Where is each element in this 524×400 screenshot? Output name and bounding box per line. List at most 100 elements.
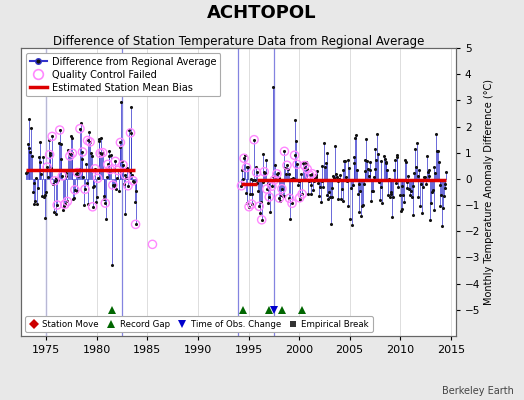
Point xyxy=(79,174,88,180)
Point xyxy=(270,177,279,183)
Point xyxy=(239,176,247,182)
Point xyxy=(242,190,250,196)
Point xyxy=(283,162,291,168)
Point xyxy=(242,164,250,171)
Point xyxy=(280,148,289,154)
Point xyxy=(73,169,82,176)
Point xyxy=(117,99,125,106)
Point xyxy=(302,159,311,165)
Point xyxy=(331,143,339,149)
Point xyxy=(242,164,250,171)
Point xyxy=(350,154,358,160)
Point xyxy=(43,174,52,180)
Point xyxy=(368,188,376,195)
Point xyxy=(361,168,369,174)
Point xyxy=(43,164,51,170)
Point xyxy=(416,203,424,209)
Point xyxy=(358,202,366,209)
Point xyxy=(442,169,451,175)
Point xyxy=(268,183,276,189)
Point xyxy=(335,176,343,182)
Point xyxy=(429,187,437,193)
Point xyxy=(385,176,393,182)
Point xyxy=(80,201,89,208)
Point xyxy=(343,178,351,184)
Point xyxy=(22,170,30,176)
Point xyxy=(330,175,339,182)
Point xyxy=(288,200,296,206)
Point xyxy=(85,128,93,135)
Point xyxy=(71,187,79,193)
Point xyxy=(351,135,359,141)
Point xyxy=(412,164,420,170)
Point xyxy=(394,184,402,190)
Point xyxy=(290,175,298,182)
Point xyxy=(108,182,117,188)
Point xyxy=(24,141,32,148)
Point xyxy=(361,157,369,163)
Point xyxy=(53,202,61,208)
Point xyxy=(91,166,100,172)
Point xyxy=(119,162,127,168)
Point xyxy=(111,158,119,164)
Point xyxy=(68,135,76,142)
Point xyxy=(322,150,331,156)
Point xyxy=(65,151,73,157)
Point xyxy=(115,188,123,194)
Point xyxy=(53,202,61,208)
Point xyxy=(374,151,382,158)
Point xyxy=(264,200,272,206)
Point xyxy=(253,180,261,186)
Point xyxy=(245,204,253,210)
Point xyxy=(294,178,303,184)
Point xyxy=(259,179,268,185)
Point xyxy=(99,150,107,156)
Point xyxy=(332,171,340,177)
Point xyxy=(240,155,248,162)
Point xyxy=(390,167,398,174)
Point xyxy=(64,147,72,153)
Point xyxy=(430,164,439,170)
Point xyxy=(402,179,411,185)
Point xyxy=(37,171,46,177)
Point xyxy=(248,191,257,197)
Point xyxy=(28,153,36,160)
Title: Difference of Station Temperature Data from Regional Average: Difference of Station Temperature Data f… xyxy=(53,35,424,48)
Point xyxy=(309,187,318,194)
Point xyxy=(93,175,102,182)
Point xyxy=(46,150,54,156)
Point xyxy=(279,192,288,199)
Point xyxy=(329,193,337,200)
Point xyxy=(126,130,135,136)
Point xyxy=(99,150,107,156)
Point xyxy=(365,173,373,180)
Point xyxy=(66,153,74,159)
Point xyxy=(337,196,345,202)
Point xyxy=(56,127,64,133)
Point xyxy=(410,170,419,176)
Point xyxy=(61,201,69,208)
Point xyxy=(419,184,427,190)
Point xyxy=(66,153,74,159)
Point xyxy=(308,170,316,177)
Point xyxy=(336,172,344,178)
Point xyxy=(255,203,264,210)
Point xyxy=(78,149,86,155)
Point xyxy=(57,156,66,162)
Point xyxy=(74,173,82,180)
Point xyxy=(386,189,395,195)
Point xyxy=(398,182,407,189)
Point xyxy=(422,181,430,187)
Point xyxy=(29,180,38,186)
Point xyxy=(50,178,59,184)
Point xyxy=(387,191,396,197)
Point xyxy=(414,194,423,200)
Point xyxy=(286,216,294,222)
Point xyxy=(380,153,388,159)
Point xyxy=(334,178,343,184)
Point xyxy=(57,141,65,148)
Point xyxy=(260,168,268,175)
Point xyxy=(129,178,137,184)
Point xyxy=(350,160,358,166)
Point xyxy=(124,182,132,189)
